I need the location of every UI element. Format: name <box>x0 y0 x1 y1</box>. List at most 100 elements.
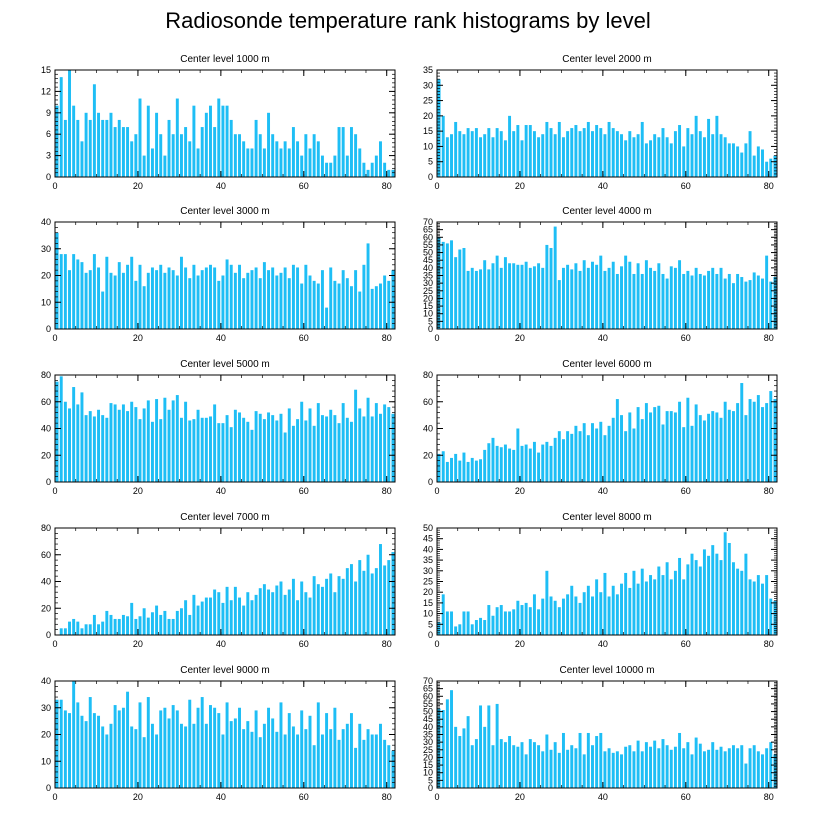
histogram-bar <box>80 262 84 329</box>
histogram-bar <box>491 137 495 177</box>
histogram-bar <box>591 745 594 788</box>
histogram-bar <box>150 421 154 482</box>
histogram-bar <box>711 134 715 177</box>
histogram-bar <box>63 119 67 177</box>
histogram-bar <box>644 581 648 635</box>
histogram-bar <box>366 243 370 329</box>
histogram-bar <box>566 264 570 329</box>
histogram-bar <box>702 420 706 482</box>
histogram-bar <box>287 408 291 482</box>
histogram-bar <box>690 425 694 482</box>
histogram-bar <box>516 264 520 329</box>
histogram-bar <box>454 453 458 482</box>
histogram-bar <box>761 754 764 788</box>
histogram-bar <box>329 162 333 177</box>
histogram-bar <box>640 121 644 177</box>
histogram-bar <box>221 105 225 177</box>
histogram-bar <box>628 745 632 788</box>
histogram-bar <box>719 746 723 788</box>
histogram-bar <box>719 134 723 177</box>
histogram-bar <box>242 729 246 788</box>
histogram-bar <box>603 270 607 329</box>
y-tick-label: 0 <box>46 630 51 640</box>
histogram-bar <box>582 128 586 177</box>
histogram-bar <box>682 273 686 329</box>
histogram-bar <box>520 264 524 329</box>
histogram-bar <box>740 152 744 177</box>
histogram-bar <box>316 141 320 177</box>
histogram-bar <box>769 598 773 635</box>
histogram-bar <box>142 408 146 482</box>
y-tick-label: 60 <box>423 232 433 242</box>
histogram-bar <box>217 280 221 329</box>
y-tick-label: 25 <box>423 286 433 296</box>
histogram-bar <box>213 127 217 177</box>
histogram-bar <box>101 726 105 788</box>
histogram-bar <box>761 583 764 635</box>
histogram-bar <box>731 411 735 482</box>
histogram-bar <box>221 275 225 329</box>
histogram-bar <box>698 743 702 788</box>
y-tick-label: 0 <box>46 324 51 334</box>
histogram-bar <box>578 732 582 788</box>
histogram-bar <box>698 131 702 177</box>
y-tick-label: 60 <box>423 397 433 407</box>
y-tick-label: 35 <box>423 65 433 75</box>
histogram-bar <box>155 734 159 788</box>
panel-title: Center level 8000 m <box>562 512 652 523</box>
histogram-bar <box>711 267 715 329</box>
histogram-bar <box>184 600 188 635</box>
histogram-bar <box>487 605 491 635</box>
histogram-bar <box>221 602 225 635</box>
histogram-bar <box>97 112 101 177</box>
histogram-bar <box>479 269 483 329</box>
histogram-bar <box>167 267 171 329</box>
histogram-bar <box>483 260 487 329</box>
y-tick-label: 0 <box>428 783 433 793</box>
histogram-bar <box>254 710 258 788</box>
histogram-bar <box>366 397 370 482</box>
histogram-bar <box>92 614 96 635</box>
histogram-bar <box>146 400 150 482</box>
histogram-bar <box>287 589 291 635</box>
histogram-bar <box>175 395 179 482</box>
histogram-bar <box>769 281 773 329</box>
histogram-bar <box>167 618 171 635</box>
histogram-bar <box>694 737 698 788</box>
histogram-bar <box>736 748 740 788</box>
histogram-bar <box>337 739 341 788</box>
histogram-bar <box>657 566 661 635</box>
y-tick-label: 5 <box>428 157 433 167</box>
x-tick-label: 20 <box>133 486 143 496</box>
histogram-bar <box>304 134 308 177</box>
histogram-bar <box>279 702 283 788</box>
histogram-bar <box>179 723 183 788</box>
histogram-bar <box>698 566 702 635</box>
histogram-bar <box>636 740 640 788</box>
histogram-bar <box>97 715 101 788</box>
histogram-bar <box>615 399 619 482</box>
histogram-bar <box>740 745 744 788</box>
histogram-bar <box>744 763 748 788</box>
chart-panel-6: Center level 6000 m 0 20 40 60 80 0 20 40 60 80 <box>423 359 778 496</box>
histogram-bar <box>204 112 208 177</box>
histogram-bar <box>653 134 657 177</box>
histogram-bar <box>229 721 233 788</box>
y-tick-label: 45 <box>423 714 433 724</box>
histogram-bar <box>508 263 512 329</box>
y-tick-label: 9 <box>46 108 51 118</box>
histogram-bar <box>300 155 304 177</box>
histogram-bar <box>238 412 241 482</box>
histogram-bar <box>200 417 204 482</box>
histogram-bar <box>765 575 769 635</box>
histogram-bar <box>512 609 516 635</box>
histogram-bar <box>441 710 445 788</box>
histogram-bar <box>229 119 233 177</box>
x-tick-label: 80 <box>764 181 774 191</box>
histogram-bar <box>719 267 723 329</box>
y-tick-label: 15 <box>423 760 433 770</box>
histogram-bar <box>283 432 287 482</box>
histogram-bar <box>520 742 524 788</box>
histogram-bar <box>578 131 582 177</box>
histogram-bar <box>312 745 316 788</box>
